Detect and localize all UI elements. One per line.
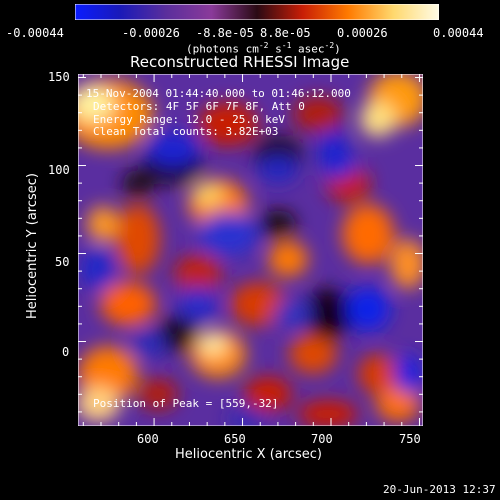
image-blob [319,129,347,169]
energy-range: Energy Range: 12.0 - 25.0 keV [93,113,286,126]
image-blob [130,330,166,358]
image-blob [116,204,160,274]
x-axis-label: Heliocentric X (arcsec) [175,447,322,462]
rhessi-image [78,74,423,426]
image-blob [230,282,286,326]
image-blob [244,376,292,412]
image-blob [192,182,224,206]
image-blob [199,332,227,356]
colorbar-tick-label: -8.8e-05 [196,26,254,40]
image-blob [138,378,178,410]
image-blob [228,409,268,426]
colorbar-units: (photons cm-2 s-1 asec-2) [186,41,341,56]
image-blob [122,170,154,198]
image-blob [298,400,358,426]
image-blob [174,254,222,294]
observation-time: 15-Nov-2004 01:44:40.000 to 01:46:12.000 [86,87,351,100]
image-blob [342,204,394,264]
image-blob [346,287,390,331]
image-blob [293,96,343,132]
x-tick-label: 700 [311,432,333,446]
y-tick-label: 150 [48,70,70,84]
image-blob [80,247,116,291]
image-blob [178,286,218,322]
image-blob [260,210,296,238]
y-tick-label: 0 [62,345,70,359]
image-blob [258,155,298,183]
image-blob [273,300,313,328]
image-blob [376,386,420,422]
image-blob [158,316,198,352]
colorbar-tick-label: 0.00026 [337,26,388,40]
plot-timestamp: 20-Jun-2013 12:37 [383,483,496,496]
image-blob [394,354,422,394]
image-blob [390,239,423,289]
colorbar-tick-label: -0.00044 [6,26,64,40]
y-tick-label: 50 [55,255,70,269]
image-blob [358,354,398,394]
image-blob [289,334,337,374]
image-blob [360,101,396,137]
image-blob [198,102,258,146]
y-axis-label: Heliocentric Y (arcsec) [25,173,40,319]
y-tick-label: 100 [48,163,70,177]
clean-total-counts: Clean Total counts: 3.82E+03 [93,125,279,138]
x-tick-label: 750 [399,432,421,446]
image-blob [78,386,120,422]
x-tick-label: 600 [137,432,159,446]
plot-title: Reconstructed RHESSI Image [130,53,350,71]
image-blob [78,86,115,122]
image-blob [100,282,156,326]
image-blob [87,206,119,242]
colorbar-tick-label: 0.00044 [433,26,484,40]
image-blob [147,131,199,167]
colorbar-tick-label: -0.00026 [122,26,180,40]
peak-position: Position of Peak = [559,-32] [93,397,279,410]
detectors-info: Detectors: 4F 5F 6F 7F 8F, Att 0 [93,100,305,113]
image-blob [268,241,308,277]
image-blob [303,289,353,339]
colorbar-tick-label: 8.8e-05 [260,26,311,40]
colorbar [75,4,439,20]
image-blob [198,212,258,256]
x-tick-label: 650 [224,432,246,446]
